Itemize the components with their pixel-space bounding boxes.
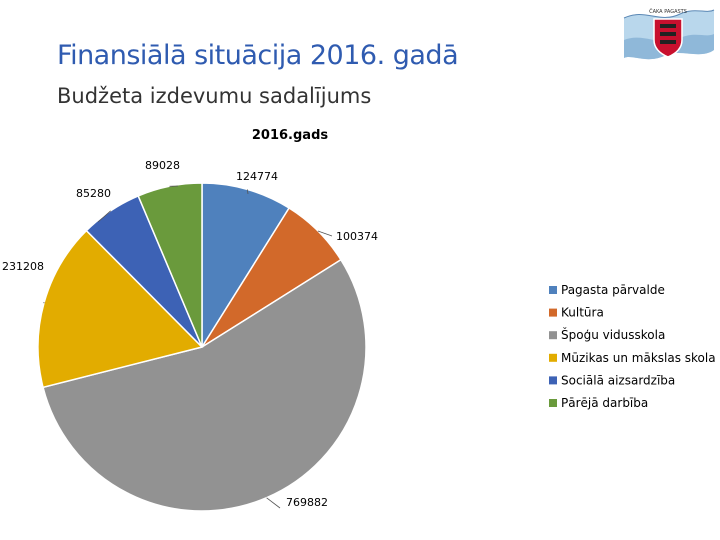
legend-label-2: Kultūra [561, 306, 604, 320]
leader-line-3 [266, 497, 281, 509]
legend-label-5: Sociālā aizsardzība [561, 373, 675, 387]
legend-label-4: Mūzikas un mākslas skola [561, 351, 716, 365]
logo-caption: ČAKA PAGASTS [649, 8, 687, 15]
leader-line-1 [246, 189, 249, 195]
legend-label-1: Pagasta pārvalde [561, 283, 665, 297]
legend-swatch-1 [549, 286, 557, 294]
leader-lines [43, 185, 333, 509]
pie-slice-4 [37, 229, 204, 389]
legend-swatch-6 [549, 399, 557, 407]
pie-slice-6 [137, 182, 203, 348]
legend: Pagasta pārvalde Kultūra Špoģu vidusskola M… [549, 283, 716, 410]
pie-slices [37, 182, 367, 512]
data-labels: 124774 100374 769882 231208 85280 89028 [2, 159, 378, 509]
data-label-3: 769882 [286, 496, 328, 509]
data-label-2: 100374 [336, 230, 378, 243]
data-label-5: 85280 [76, 187, 111, 200]
data-label-6: 89028 [145, 159, 180, 172]
coat-of-arms-icon: ČAKA PAGASTS [623, 8, 715, 60]
legend-swatch-3 [549, 331, 557, 340]
chart-title: 2016.gads [252, 128, 329, 143]
data-label-1: 124774 [236, 170, 278, 183]
legend-swatch-5 [549, 376, 557, 385]
slide-subtitle: Budžeta izdevumu sadalījums [57, 84, 372, 108]
slide-title: Finansiālā situācija 2016. gadā [57, 40, 459, 71]
legend-swatch-4 [549, 353, 557, 362]
legend-label-3: Špoģu vidusskola [561, 327, 665, 342]
pie-slice-3 [42, 258, 367, 512]
legend-label-6: Pārējā darbība [561, 396, 648, 410]
leader-line-5 [97, 210, 111, 223]
leader-line-2 [317, 230, 333, 237]
legend-swatch-2 [549, 308, 557, 317]
data-label-4: 231208 [2, 260, 44, 273]
